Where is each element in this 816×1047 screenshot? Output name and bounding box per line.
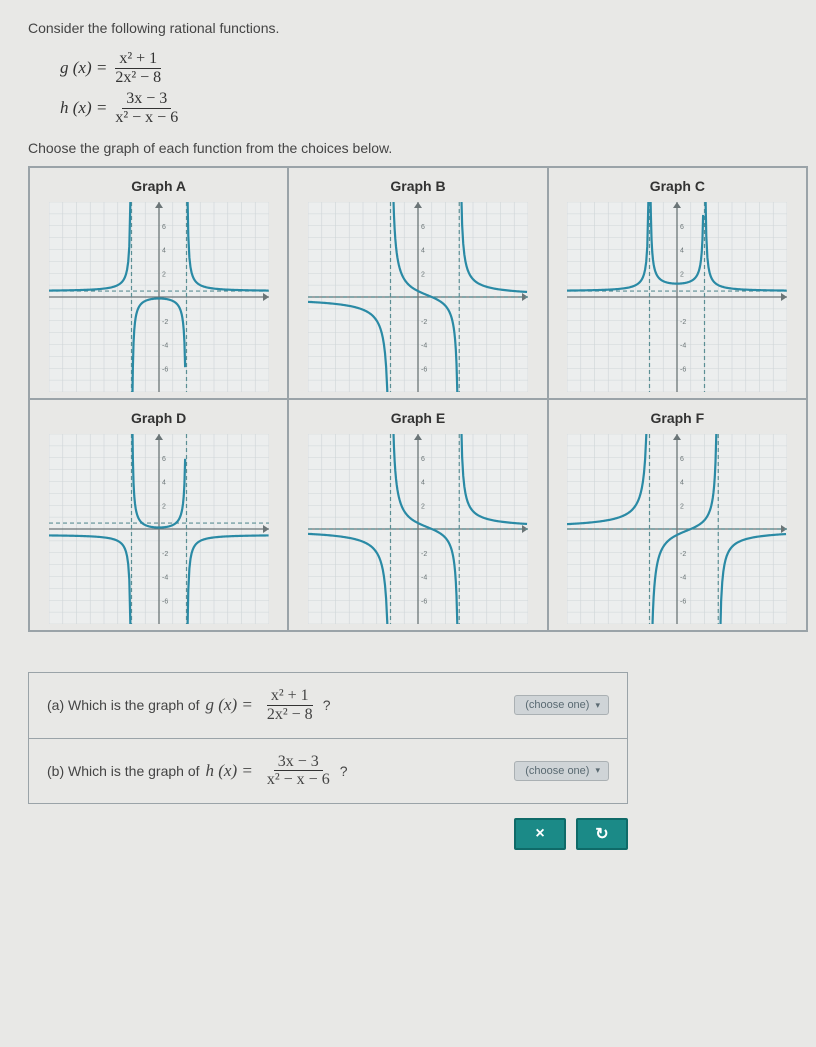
svg-text:6: 6 (162, 224, 166, 231)
svg-text:-4: -4 (680, 575, 686, 582)
graph-f-title: Graph F (559, 410, 796, 426)
svg-text:2: 2 (680, 272, 684, 279)
svg-text:-4: -4 (162, 575, 168, 582)
svg-text:-6: -6 (680, 367, 686, 374)
answer-b-prefix: (b) Which is the graph of (47, 763, 200, 779)
g-name: g (x) = (60, 58, 107, 78)
choose-prompt: Choose the graph of each function from t… (28, 140, 788, 156)
answer-a-num: x² + 1 (267, 687, 313, 706)
svg-text:-2: -2 (421, 319, 427, 326)
answer-b-fn: h (x) = (206, 761, 253, 781)
answer-b-den: x² − x − 6 (263, 771, 334, 789)
answer-b-suffix: ? (340, 763, 348, 779)
svg-text:4: 4 (162, 480, 166, 487)
graph-a-title: Graph A (40, 178, 277, 194)
choose-a-label: (choose one) (525, 699, 589, 711)
graph-e[interactable]: 2 -2 4 -4 6 -6 (308, 434, 528, 624)
svg-text:-2: -2 (162, 319, 168, 326)
reset-icon: ↻ (595, 824, 608, 844)
function-definitions: g (x) = x² + 1 2x² − 8 h (x) = 3x − 3 x²… (60, 50, 788, 126)
svg-text:4: 4 (162, 248, 166, 255)
graph-b-title: Graph B (299, 178, 536, 194)
svg-text:4: 4 (680, 480, 684, 487)
graph-a[interactable]: 2 -2 4 -4 6 -6 (49, 202, 269, 392)
answer-a-label: (a) Which is the graph of g (x) = x² + 1… (47, 687, 330, 723)
svg-text:-6: -6 (680, 599, 686, 606)
answer-b-num: 3x − 3 (274, 753, 323, 772)
answer-a-prefix: (a) Which is the graph of (47, 697, 200, 713)
svg-text:-4: -4 (680, 343, 686, 350)
close-icon: × (535, 825, 544, 843)
choose-dropdown-b[interactable]: (choose one) ▾ (514, 761, 609, 781)
chevron-down-icon: ▾ (595, 765, 600, 776)
svg-text:-4: -4 (421, 575, 427, 582)
svg-text:2: 2 (162, 272, 166, 279)
graph-cell-d: Graph D 2 -2 4 -4 6 -6 (29, 399, 288, 631)
svg-text:2: 2 (421, 504, 425, 511)
svg-text:4: 4 (421, 480, 425, 487)
graph-grid: Graph A 2 -2 4 -4 6 -6 Graph B 2 -2 4 -4 6 -6 Grap… (28, 166, 808, 632)
function-g: g (x) = x² + 1 2x² − 8 (60, 50, 788, 86)
answer-a-suffix: ? (323, 697, 331, 713)
graph-c[interactable]: 2 -2 4 -4 6 -6 (567, 202, 787, 392)
graph-b[interactable]: 2 -2 4 -4 6 -6 (308, 202, 528, 392)
graph-cell-f: Graph F 2 -2 4 -4 6 -6 (548, 399, 807, 631)
svg-text:-6: -6 (162, 599, 168, 606)
svg-text:-6: -6 (421, 599, 427, 606)
answer-a-frac: x² + 1 2x² − 8 (263, 687, 317, 723)
graph-cell-b: Graph B 2 -2 4 -4 6 -6 (288, 167, 547, 399)
svg-text:6: 6 (680, 456, 684, 463)
graph-cell-e: Graph E 2 -2 4 -4 6 -6 (288, 399, 547, 631)
h-name: h (x) = (60, 98, 107, 118)
graph-d-title: Graph D (40, 410, 277, 426)
chevron-down-icon: ▾ (595, 700, 600, 711)
choose-dropdown-a[interactable]: (choose one) ▾ (514, 695, 609, 715)
graph-c-title: Graph C (559, 178, 796, 194)
answer-a-den: 2x² − 8 (263, 706, 317, 724)
close-button[interactable]: × (514, 818, 566, 850)
svg-text:2: 2 (680, 504, 684, 511)
svg-text:4: 4 (421, 248, 425, 255)
svg-text:6: 6 (421, 456, 425, 463)
svg-text:-4: -4 (162, 343, 168, 350)
answer-a-fn: g (x) = (206, 695, 253, 715)
intro-text: Consider the following rational function… (28, 20, 788, 36)
answer-row-a: (a) Which is the graph of g (x) = x² + 1… (29, 673, 627, 738)
graph-cell-c: Graph C 2 -2 4 -4 6 -6 (548, 167, 807, 399)
choose-b-label: (choose one) (525, 765, 589, 777)
g-numerator: x² + 1 (115, 50, 161, 69)
bottom-buttons: × ↻ (28, 818, 628, 850)
graph-cell-a: Graph A 2 -2 4 -4 6 -6 (29, 167, 288, 399)
svg-text:-2: -2 (680, 319, 686, 326)
svg-text:-2: -2 (680, 551, 686, 558)
svg-text:4: 4 (680, 248, 684, 255)
svg-text:6: 6 (680, 224, 684, 231)
graph-d[interactable]: 2 -2 4 -4 6 -6 (49, 434, 269, 624)
answer-row-b: (b) Which is the graph of h (x) = 3x − 3… (29, 739, 627, 803)
svg-text:-2: -2 (162, 551, 168, 558)
svg-text:-4: -4 (421, 343, 427, 350)
svg-text:-6: -6 (421, 367, 427, 374)
function-h: h (x) = 3x − 3 x² − x − 6 (60, 90, 788, 126)
h-fraction: 3x − 3 x² − x − 6 (111, 90, 182, 126)
answer-b-label: (b) Which is the graph of h (x) = 3x − 3… (47, 753, 348, 789)
answer-box: (a) Which is the graph of g (x) = x² + 1… (28, 672, 628, 803)
svg-text:-6: -6 (162, 367, 168, 374)
svg-text:-2: -2 (421, 551, 427, 558)
answer-b-frac: 3x − 3 x² − x − 6 (263, 753, 334, 789)
svg-text:2: 2 (421, 272, 425, 279)
graph-f[interactable]: 2 -2 4 -4 6 -6 (567, 434, 787, 624)
graph-e-title: Graph E (299, 410, 536, 426)
reset-button[interactable]: ↻ (576, 818, 628, 850)
svg-text:6: 6 (162, 456, 166, 463)
g-denominator: 2x² − 8 (111, 69, 165, 87)
svg-text:6: 6 (421, 224, 425, 231)
svg-text:2: 2 (162, 504, 166, 511)
h-denominator: x² − x − 6 (111, 109, 182, 127)
g-fraction: x² + 1 2x² − 8 (111, 50, 165, 86)
h-numerator: 3x − 3 (122, 90, 171, 109)
